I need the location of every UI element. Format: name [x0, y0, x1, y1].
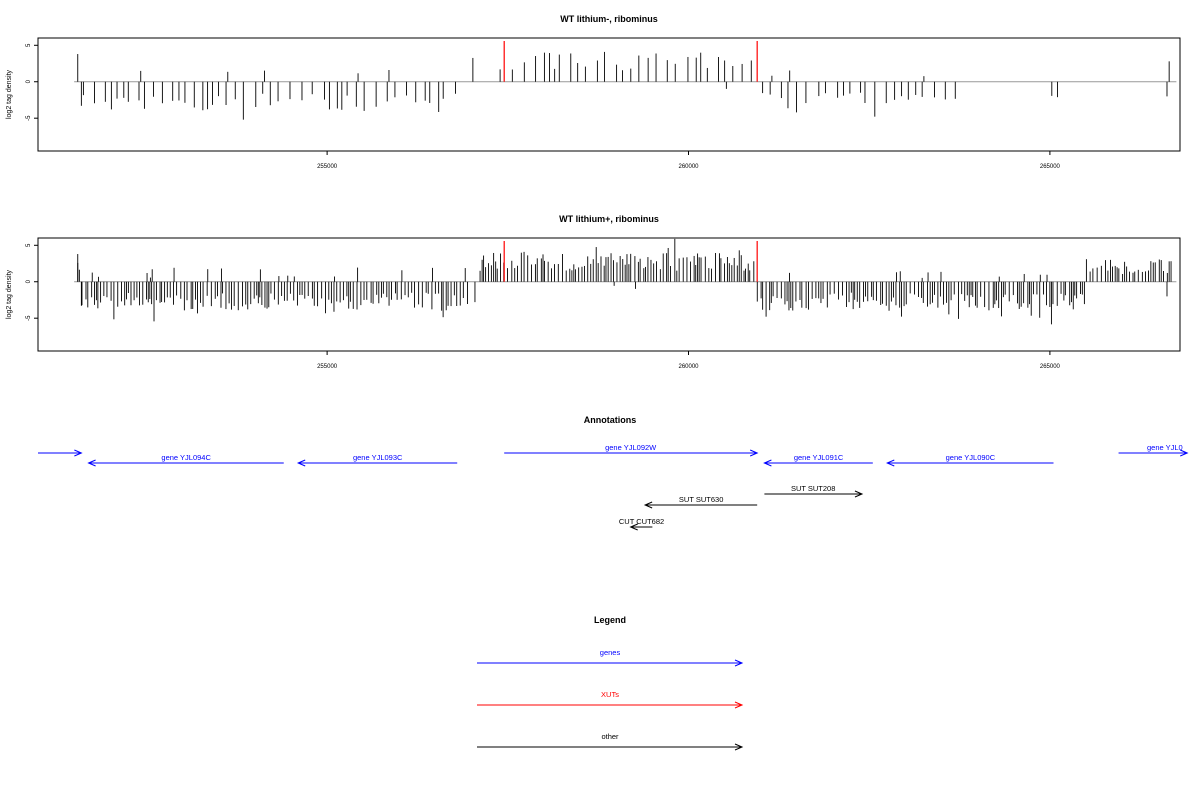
arrow-head — [734, 701, 744, 709]
feature-label: gene YJL094C — [161, 453, 211, 462]
arrow-head — [74, 449, 83, 457]
arrow-head — [87, 459, 96, 467]
feature-gene — [38, 449, 83, 457]
arrow-head — [1180, 449, 1189, 457]
track-panel-1: WT lithium-, ribominus 5 0 -5 log2 tag densi… — [6, 14, 1181, 170]
x-tick-label: 265000 — [1040, 364, 1061, 370]
track-panel-2: WT lithium+, ribominus 5 0 -5 log2 tag densi… — [6, 214, 1181, 370]
arrow-head — [734, 743, 744, 751]
feature-label: gene YJL0 — [1147, 443, 1183, 452]
feature-other: SUT SUT630 — [643, 495, 758, 509]
feature-label: SUT SUT630 — [679, 495, 723, 504]
legend-item: genes — [477, 648, 744, 667]
arrow-head — [749, 449, 759, 457]
arrow-head — [854, 490, 864, 498]
x-tick-label: 260000 — [678, 364, 699, 370]
feature-gene: gene YJL0 — [1118, 443, 1189, 457]
arrow-head — [296, 459, 306, 467]
feature-label: gene YJL090C — [946, 453, 996, 462]
x-tick-label: 255000 — [317, 364, 338, 370]
legend-label: genes — [600, 648, 621, 657]
x-tick-label: 260000 — [678, 164, 699, 170]
feature-gene: gene YJL090C — [886, 453, 1054, 467]
arrow-head — [734, 659, 744, 667]
y-tick-label: 5 — [26, 243, 32, 247]
y-axis-label: log2 tag density — [6, 69, 13, 119]
arrow-head — [629, 523, 638, 531]
legend-label: other — [601, 732, 619, 741]
feature-gene: gene YJL094C — [87, 453, 284, 467]
legend-item: XUTs — [477, 690, 744, 709]
y-tick-label: 5 — [26, 43, 32, 47]
arrow-head — [643, 501, 653, 509]
feature-label: gene YJL093C — [353, 453, 403, 462]
x-tick-label: 265000 — [1040, 164, 1061, 170]
annotations-track: Annotations gene YJL094C gene YJL093C gene … — [38, 415, 1189, 531]
legend-label: XUTs — [601, 690, 619, 699]
feature-other: SUT SUT208 — [764, 484, 864, 498]
feature-label: gene YJL091C — [794, 453, 844, 462]
legend: Legend genes XUTs other — [477, 615, 744, 751]
y-tick-label: -5 — [26, 315, 32, 321]
legend-title: Legend — [594, 615, 626, 625]
arrow-head — [886, 459, 895, 467]
feature-label: gene YJL092W — [605, 443, 657, 452]
y-tick-label: -5 — [26, 115, 32, 121]
plot-frame — [37, 237, 1181, 352]
annotations-title: Annotations — [584, 415, 637, 425]
plot-frame — [37, 37, 1181, 152]
arrow-head — [763, 459, 772, 467]
feature-label: SUT SUT208 — [791, 484, 835, 493]
density-bars — [77, 238, 1172, 325]
y-axis-label: log2 tag density — [6, 269, 13, 319]
y-tick-label: 0 — [26, 79, 32, 83]
x-tick-label: 255000 — [317, 164, 338, 170]
y-tick-label: 0 — [26, 279, 32, 283]
feature-other: CUT CUT682 — [619, 517, 664, 531]
panel-title: WT lithium-, ribominus — [560, 14, 658, 24]
legend-item: other — [477, 732, 744, 751]
feature-label: CUT CUT682 — [619, 517, 664, 526]
feature-gene: gene YJL092W — [504, 443, 759, 457]
feature-gene: gene YJL091C — [763, 453, 873, 467]
panel-title: WT lithium+, ribominus — [559, 214, 659, 224]
density-bars — [77, 51, 1170, 120]
feature-gene: gene YJL093C — [296, 453, 458, 467]
